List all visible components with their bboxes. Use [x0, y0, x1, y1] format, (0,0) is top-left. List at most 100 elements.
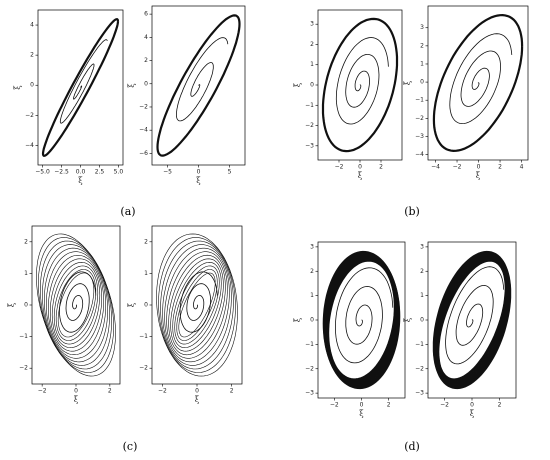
- y-axis-label: ξ̇: [293, 82, 302, 87]
- trajectory: [170, 258, 224, 352]
- x-axis-label: ξ: [358, 171, 363, 180]
- y-tick-label: −2: [19, 365, 28, 372]
- trajectory: [166, 251, 228, 359]
- y-tick-label: 3: [420, 243, 424, 250]
- x-tick-label: 0: [197, 169, 201, 176]
- trajectory: [162, 244, 232, 366]
- x-axis-label: ξ: [78, 176, 83, 185]
- trajectory: [158, 237, 236, 373]
- y-tick-label: 3: [310, 243, 314, 250]
- y-tick-label: −4: [139, 127, 148, 134]
- subplot: −2 0 2 −2 −1 0 1 2 ξ ξ̇: [127, 225, 243, 404]
- y-tick-label: −3: [415, 133, 424, 140]
- y-tick-label: −2: [415, 365, 424, 372]
- y-tick-label: 1: [144, 270, 148, 277]
- y-tick-label: −4: [415, 151, 424, 158]
- y-tick-label: −2: [305, 365, 314, 372]
- x-axis-label: ξ: [74, 395, 79, 404]
- y-tick-label: −4: [25, 142, 34, 149]
- x-tick-label: 4: [520, 164, 524, 171]
- subplot: −2 0 2 −3 −2 −1 0 1 2 3 ξ ξ̇: [403, 241, 517, 418]
- x-tick-label: 0: [74, 388, 78, 395]
- y-tick-label: 0: [420, 317, 424, 324]
- subplot: −5 0 5 −6 −4 −2 0 2 4 6 ξ ξ̇: [127, 5, 246, 185]
- y-tick-label: 4: [30, 22, 34, 29]
- y-tick-label: 3: [420, 24, 424, 31]
- y-tick-label: 0: [310, 317, 314, 324]
- y-tick-label: 0: [420, 79, 424, 86]
- subplot: −2 0 2 −2 −1 0 1 2 ξ ξ̇: [7, 225, 121, 404]
- panel-label: (b): [404, 205, 420, 218]
- trajectory: [41, 244, 110, 366]
- y-tick-label: 2: [310, 268, 314, 275]
- y-tick-label: 0: [30, 82, 34, 89]
- y-tick-label: 4: [144, 34, 148, 41]
- x-axis-label: ξ: [476, 171, 481, 180]
- y-tick-label: −1: [19, 333, 28, 340]
- y-tick-label: −2: [25, 112, 34, 119]
- x-tick-label: 2: [498, 402, 502, 409]
- y-tick-label: 0: [144, 80, 148, 87]
- y-tick-label: 1: [420, 60, 424, 67]
- trajectory: [178, 272, 216, 338]
- y-tick-label: 2: [144, 57, 148, 64]
- axes-frame: [427, 5, 529, 161]
- y-tick-label: 2: [420, 42, 424, 49]
- trajectory: [172, 261, 222, 349]
- y-tick-label: 1: [310, 292, 314, 299]
- y-axis-label: ξ̇: [293, 317, 302, 322]
- y-tick-label: −2: [139, 103, 148, 110]
- x-tick-label: 0: [477, 164, 481, 171]
- x-tick-label: −4: [431, 164, 440, 171]
- x-tick-label: −2: [158, 388, 167, 395]
- trajectory: [53, 265, 99, 345]
- trajectory: [164, 247, 230, 363]
- y-tick-label: 2: [144, 238, 148, 245]
- y-tick-label: −1: [415, 97, 424, 104]
- trajectory: [179, 271, 218, 333]
- trajectory: [59, 39, 108, 124]
- x-tick-label: 5: [228, 169, 232, 176]
- y-tick-label: −2: [139, 365, 148, 372]
- trajectory: [156, 14, 241, 157]
- trajectory: [168, 254, 226, 356]
- x-axis-label: ξ: [195, 395, 200, 404]
- y-tick-label: −3: [305, 390, 314, 397]
- trajectory: [50, 258, 102, 352]
- y-tick-label: −3: [305, 142, 314, 149]
- y-tick-label: 6: [144, 11, 148, 18]
- y-tick-label: 2: [24, 238, 28, 245]
- x-tick-label: 2.5: [95, 169, 105, 176]
- panel-label: (d): [404, 440, 420, 453]
- x-tick-label: −2: [335, 164, 344, 171]
- x-tick-label: 2: [498, 164, 502, 171]
- x-tick-label: −2: [453, 164, 462, 171]
- trajectory: [36, 233, 116, 377]
- trajectory: [43, 247, 108, 363]
- y-axis-label: ξ̇: [13, 85, 22, 90]
- trajectory: [57, 272, 95, 338]
- y-axis-label: ξ̇: [127, 83, 136, 88]
- trajectory: [335, 37, 389, 125]
- y-axis-label: ξ̇: [403, 80, 412, 85]
- subplot: −5.0 −2.5 0.0 2.5 5.0 −4 −2 0 2 4 ξ ξ̇: [13, 9, 124, 185]
- trajectory: [51, 261, 101, 349]
- x-tick-label: 2: [108, 388, 112, 395]
- y-tick-label: 1: [420, 292, 424, 299]
- trajectory: [59, 271, 97, 333]
- subplot: −2 0 2 −3 −2 −1 0 1 2 3 ξ ξ̇: [293, 9, 403, 180]
- y-tick-label: −1: [305, 102, 314, 109]
- trajectory: [55, 269, 97, 341]
- trajectory: [321, 17, 399, 153]
- trajectory: [322, 250, 401, 390]
- x-tick-label: −2: [330, 402, 339, 409]
- x-tick-label: 5.0: [114, 169, 124, 176]
- trajectory: [174, 265, 220, 345]
- x-tick-label: −2.5: [54, 169, 69, 176]
- y-tick-label: 0: [24, 302, 28, 309]
- y-tick-label: −1: [305, 341, 314, 348]
- x-tick-label: 0: [358, 164, 362, 171]
- x-tick-label: 0: [195, 388, 199, 395]
- y-axis-label: ξ̇: [403, 317, 412, 322]
